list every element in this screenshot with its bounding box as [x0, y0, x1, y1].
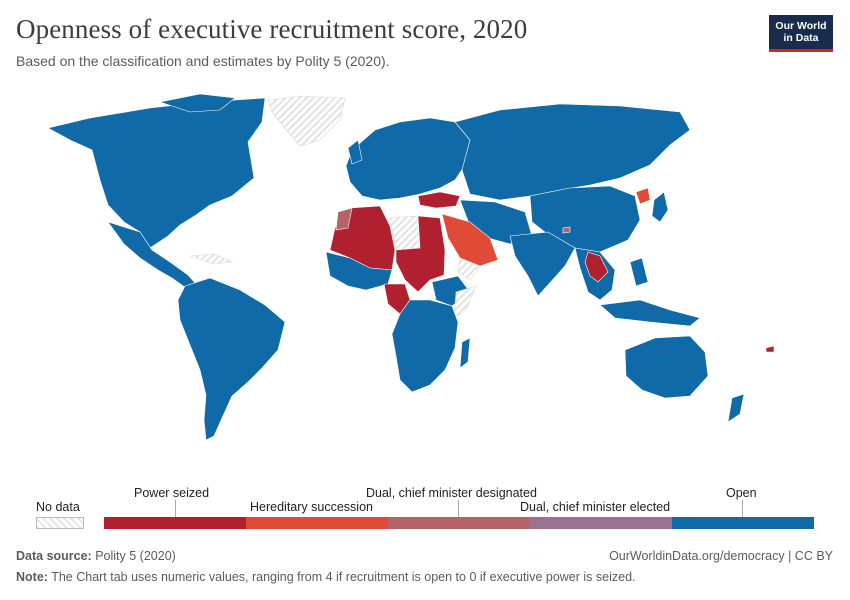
logo-line-2: in Data — [783, 32, 819, 44]
region-saudi-arabia[interactable] — [441, 213, 499, 267]
region-fiji[interactable] — [765, 345, 775, 353]
legend-tick-open — [742, 500, 743, 517]
legend-label-dual-designated: Dual, chief minister designated — [366, 486, 537, 500]
region-uk[interactable] — [347, 139, 363, 165]
data-source-value[interactable]: Polity 5 (2020) — [95, 549, 176, 563]
legend-label-hereditary: Hereditary succession — [250, 500, 373, 514]
legend-bar-dual-designated[interactable] — [388, 517, 530, 529]
region-canadian-arctic[interactable] — [158, 93, 236, 113]
world-map — [47, 93, 775, 441]
region-north-america[interactable] — [47, 97, 266, 249]
region-india[interactable] — [509, 231, 576, 297]
region-caribbean[interactable] — [189, 253, 234, 265]
legend-bar-power-seized[interactable] — [104, 517, 246, 529]
region-somalia[interactable] — [453, 285, 477, 319]
region-russia[interactable] — [454, 103, 691, 201]
region-china[interactable] — [529, 185, 641, 253]
legend-bar-hereditary[interactable] — [246, 517, 388, 529]
region-madagascar[interactable] — [459, 337, 471, 369]
chart-subtitle: Based on the classification and estimate… — [16, 53, 390, 69]
region-bhutan[interactable] — [562, 226, 571, 234]
legend-bar-open[interactable] — [672, 517, 814, 529]
note-text: The Chart tab uses numeric values, rangi… — [51, 570, 636, 584]
legend-label-power-seized: Power seized — [134, 486, 210, 500]
region-australia[interactable] — [624, 335, 709, 399]
region-philippines[interactable] — [629, 257, 649, 287]
legend-no-data-swatch[interactable] — [36, 517, 84, 529]
region-southern-africa[interactable] — [391, 299, 459, 393]
source-url[interactable]: OurWorldinData.org/democracy | CC BY — [609, 549, 833, 563]
data-source-label: Data source: — [16, 549, 92, 563]
legend-tick-power-seized — [175, 500, 176, 517]
note-label: Note: — [16, 570, 48, 584]
legend-no-data-label: No data — [36, 500, 80, 514]
region-europe[interactable] — [345, 117, 471, 201]
region-greenland[interactable] — [267, 95, 346, 147]
logo-line-1: Our World — [775, 20, 827, 32]
region-libya[interactable] — [389, 215, 421, 251]
chart-note: Note: The Chart tab uses numeric values,… — [16, 570, 636, 584]
legend-bar-dual-elected[interactable] — [530, 517, 672, 529]
region-egypt-sudan[interactable] — [395, 215, 446, 293]
legend-tick-dual-designated — [458, 500, 459, 517]
region-north-korea[interactable] — [635, 187, 651, 205]
region-japan[interactable] — [651, 191, 669, 223]
legend: No data Power seized Hereditary successi… — [0, 480, 850, 540]
region-south-america[interactable] — [177, 277, 286, 441]
legend-label-dual-elected: Dual, chief minister elected — [520, 500, 671, 514]
region-indonesia[interactable] — [599, 299, 701, 327]
region-new-zealand[interactable] — [727, 393, 745, 423]
data-source: Data source: Polity 5 (2020) — [16, 549, 176, 563]
chart-title: Openness of executive recruitment score,… — [16, 14, 528, 44]
region-thailand[interactable] — [584, 251, 609, 283]
owid-logo[interactable]: Our World in Data — [769, 15, 833, 52]
region-morocco[interactable] — [335, 207, 353, 231]
region-yemen[interactable] — [457, 257, 481, 281]
legend-label-open: Open — [726, 486, 757, 500]
region-turkey[interactable] — [417, 191, 461, 209]
